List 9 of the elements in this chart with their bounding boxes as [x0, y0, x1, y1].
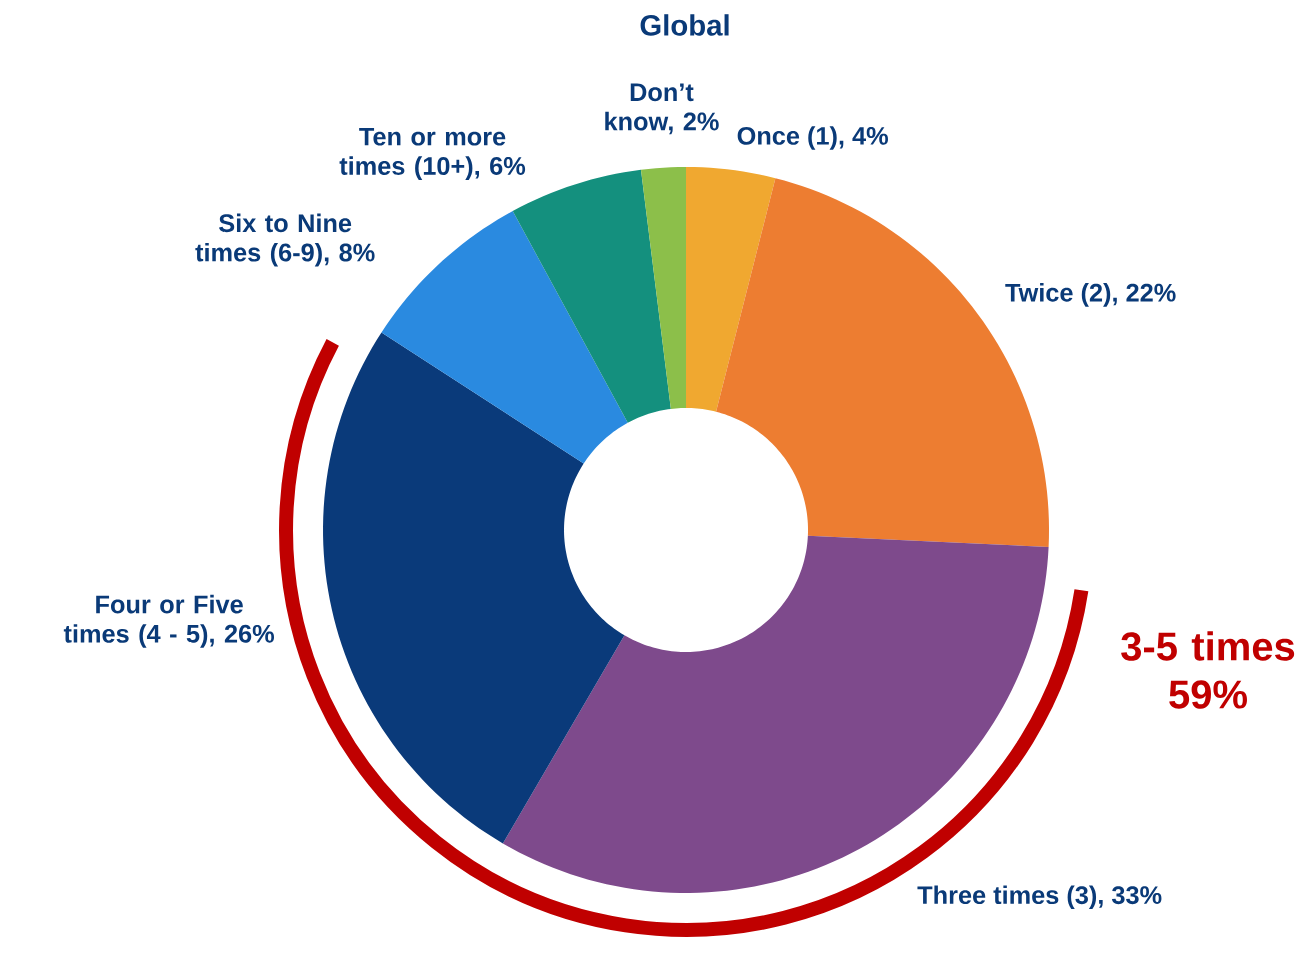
slice-label: Four or Five times (4 - 5), 26%: [63, 594, 274, 648]
chart-title: Global: [640, 14, 729, 36]
text: 3-5 times 59%: [1121, 631, 1295, 709]
slice-label: Three times (3), 33%: [917, 885, 1162, 910]
slice-label: Ten or more times (10+), 6%: [339, 128, 526, 181]
slice-label: Twice (2), 22%: [1005, 283, 1176, 307]
slice-label: Once (1), 4%: [737, 126, 888, 150]
slice-label: Six to Nine times (6-9), 8%: [195, 213, 375, 267]
slice-label: Don’t know, 2%: [605, 83, 719, 135]
